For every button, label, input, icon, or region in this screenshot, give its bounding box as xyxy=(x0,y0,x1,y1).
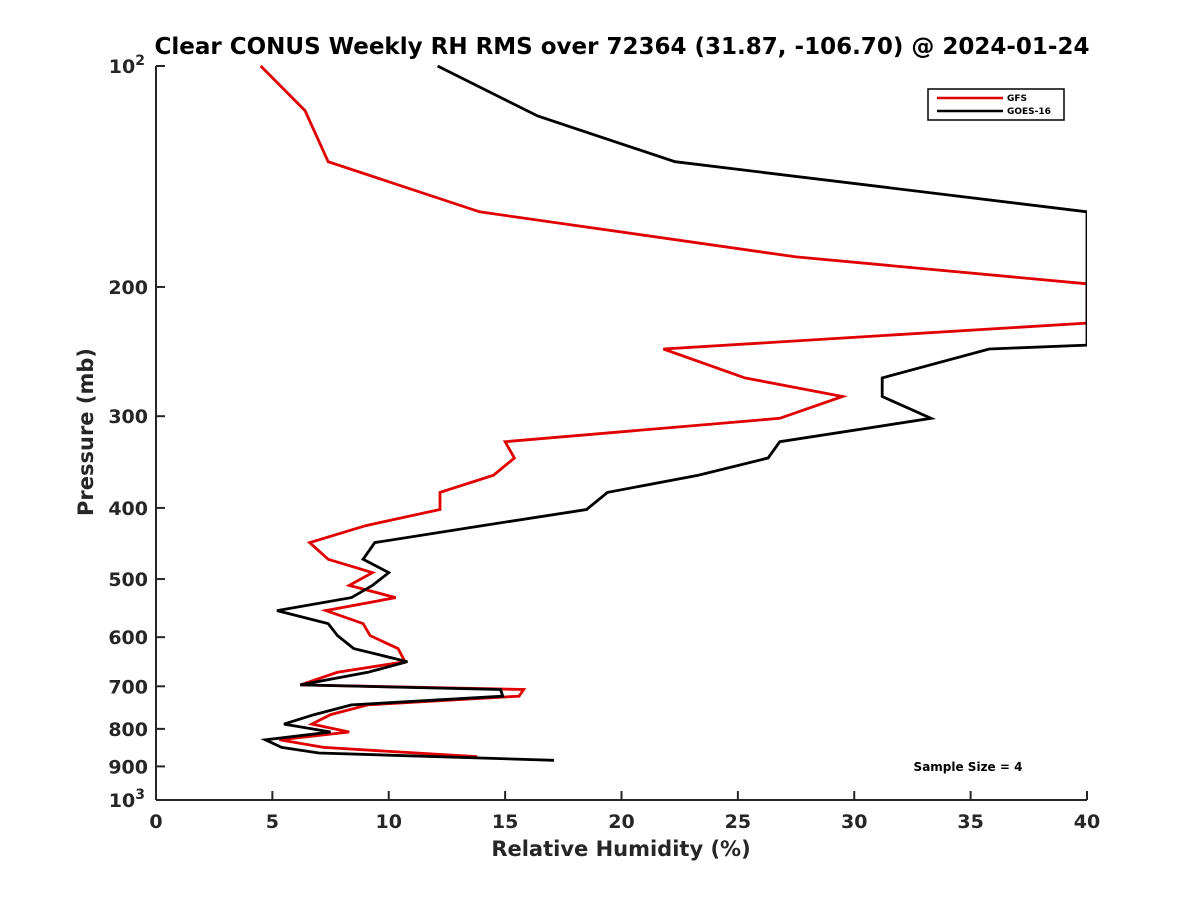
y-tick-label: 300 xyxy=(108,406,148,428)
legend-label-gfs: GFS xyxy=(1007,94,1027,104)
x-tick-label: 10 xyxy=(376,811,402,833)
x-tick-label: 25 xyxy=(725,811,751,833)
y-tick-label: 500 xyxy=(108,569,148,591)
y-tick-label: 900 xyxy=(108,756,148,778)
sample-size-annotation: Sample Size = 4 xyxy=(914,760,1023,774)
x-tick-label: 20 xyxy=(608,811,634,833)
x-tick-label: 30 xyxy=(841,811,867,833)
series-line-goes16 xyxy=(260,65,1087,762)
legend-label-goes16: GOES-16 xyxy=(1007,107,1051,117)
legend-box xyxy=(927,88,1065,121)
y-tick-label: 700 xyxy=(108,676,148,698)
y-tick-label: 800 xyxy=(108,719,148,741)
x-tick-label: 15 xyxy=(492,811,518,833)
chart-title: Clear CONUS Weekly RH RMS over 72364 (31… xyxy=(155,34,1090,60)
x-tick-label: 40 xyxy=(1074,811,1100,833)
x-tick-label: 0 xyxy=(149,811,162,833)
x-tick-label: 5 xyxy=(266,811,279,833)
series-lines xyxy=(259,65,1087,762)
y-tick-label: 400 xyxy=(108,498,148,520)
y-tick-label: 200 xyxy=(108,277,148,299)
y-tick-label: 600 xyxy=(108,627,148,649)
y-axis-label: Pressure (mb) xyxy=(74,348,98,516)
legend: GFS GOES-16 xyxy=(927,88,1065,121)
x-tick-label: 35 xyxy=(957,811,983,833)
x-axis-ticks: 0 5 10 15 20 25 30 35 40 xyxy=(149,791,1100,833)
y-axis-ticks: 102 200 300 400 500 600 700 800 900 103 xyxy=(108,53,165,812)
y-tick-label: 103 xyxy=(109,787,145,812)
y-tick-label: 102 xyxy=(109,53,145,78)
x-axis-label: Relative Humidity (%) xyxy=(491,837,750,861)
